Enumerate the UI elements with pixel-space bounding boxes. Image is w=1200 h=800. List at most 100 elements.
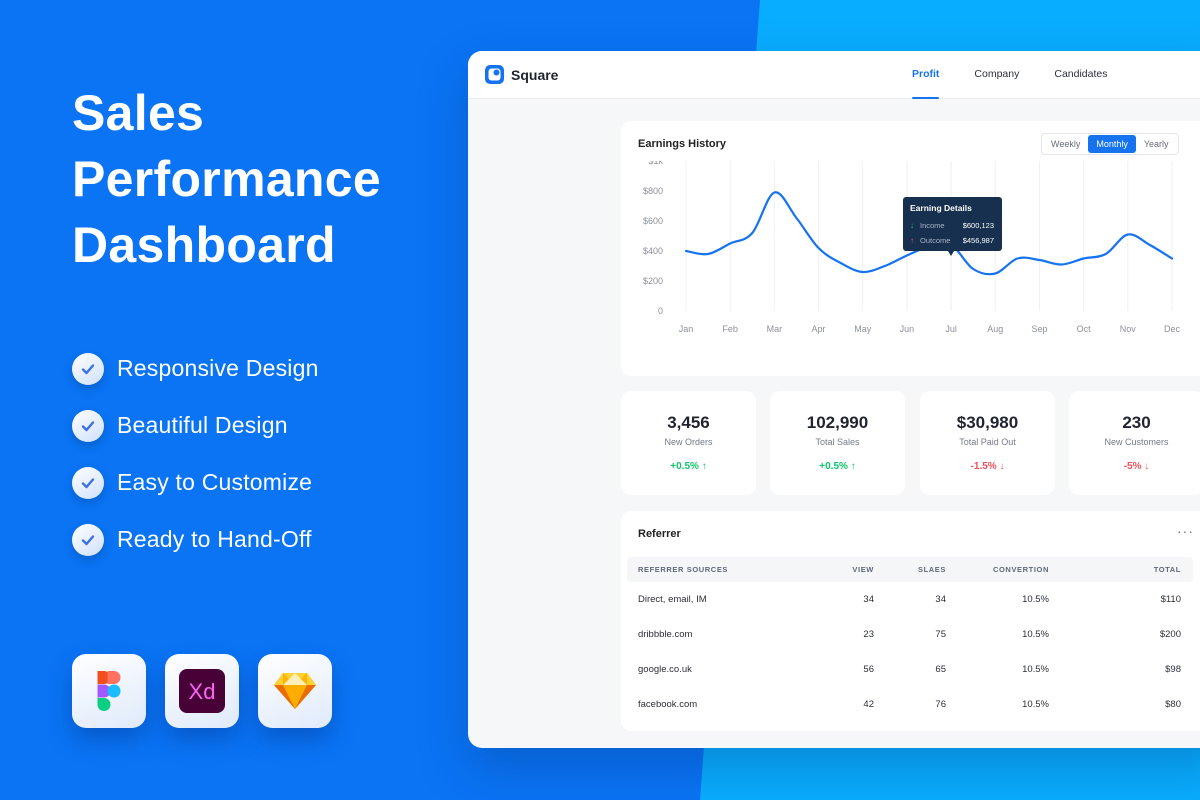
dashboard-window: Square Profit Company Candidates Earning… [468,51,1200,748]
stat-change-up: +0.5% ↑ [621,461,756,472]
table-row[interactable]: Direct, email, IM 34 34 10.5% $110 [627,582,1193,617]
brand-name: Square [511,66,559,83]
tooltip-title: Earning Details [910,203,972,213]
cell-sales: 76 [935,699,946,710]
stat-label: New Orders [664,437,713,447]
check-icon [72,409,104,442]
stat-label: Total Sales [815,437,860,447]
top-bar: Square Profit Company Candidates [468,51,1200,99]
stat-value: 230 [1122,413,1151,432]
stat-value: 3,456 [667,413,710,432]
promo-title-line: Performance [72,151,381,207]
column-header-sales[interactable]: SLAES [917,565,946,574]
x-tick-label: Oct [1077,324,1092,334]
feature-label: Responsive Design [117,355,319,381]
check-icon [72,523,104,556]
cell-sales: 75 [935,629,946,640]
stat-label: New Customers [1104,437,1169,447]
promo-title: Sales Performance Dashboard [72,80,452,278]
adobe-xd-icon: Xd [165,654,239,728]
cell-sales: 34 [935,594,946,605]
period-selector: Weekly Monthly Yearly [1041,133,1179,155]
y-tick-label: $800 [643,186,663,196]
arrow-down-icon: ↓ [910,221,914,230]
column-header-view[interactable]: VIEW [852,565,874,574]
cell-view: 34 [863,594,874,605]
period-weekly-button[interactable]: Weekly [1051,139,1081,149]
column-header-total[interactable]: TOTAL [1153,565,1181,574]
cell-conversion: 10.5% [1022,594,1049,605]
earnings-line-chart: $1k $800 $600 $400 $200 0 Jan Feb Mar Apr May Jun Ju… [643,161,1181,334]
x-tick-label: Jan [679,324,694,334]
app-icons: Xd [72,654,332,728]
table-row[interactable]: dribbble.com 23 75 10.5% $200 [627,617,1193,652]
cell-sales: 65 [935,664,946,675]
promo-title-line: Sales [72,85,205,141]
cell-view: 23 [863,629,874,640]
arrow-up-icon: ↑ [910,236,914,245]
brand-logo-icon [485,65,504,84]
table-row[interactable]: google.co.uk 56 65 10.5% $98 [627,652,1193,687]
x-tick-label: Jul [945,324,957,334]
y-tick-label: $400 [643,246,663,256]
tooltip-pointer [948,251,954,256]
referrer-title: Referrer [638,528,681,540]
earnings-title: Earnings History [638,138,727,150]
cell-conversion: 10.5% [1022,664,1049,675]
column-header-conversion[interactable]: CONVERTION [992,565,1049,574]
feature-list: Responsive Design Beautiful Design Easy … [72,340,319,568]
more-options-icon[interactable]: ··· [1177,523,1194,539]
stat-card-total-paid-out: $30,980 Total Paid Out -1.5% ↓ [920,391,1055,495]
period-yearly-button[interactable]: Yearly [1143,139,1169,149]
stat-change-value: +0.5% [819,461,848,472]
cell-conversion: 10.5% [1022,629,1049,640]
tab-candidates[interactable]: Candidates [1054,68,1108,80]
tooltip-income-label: Income [920,221,945,230]
sketch-icon [258,654,332,728]
y-tick-label: $600 [643,216,663,226]
feature-label: Easy to Customize [117,469,313,495]
stat-value: $30,980 [956,413,1019,432]
cell-total: $98 [1165,664,1181,675]
arrow-down-icon: ↓ [996,461,1005,472]
period-monthly-button[interactable]: Monthly [1088,135,1136,153]
main-nav: Profit Company Candidates [912,51,1143,99]
x-tick-label: Dec [1164,324,1181,334]
tab-profit[interactable]: Profit [912,51,940,99]
stat-change-down: -1.5% ↓ [920,461,1055,472]
arrow-down-icon: ↓ [1141,461,1150,472]
stat-value: 102,990 [806,413,869,432]
x-tick-label: Feb [722,324,738,334]
y-tick-label: $200 [643,276,663,286]
x-tick-label: Apr [812,324,826,334]
cell-view: 56 [863,664,874,675]
cell-conversion: 10.5% [1022,699,1049,710]
cell-total: $80 [1165,699,1181,710]
stat-change-up: +0.5% ↑ [770,461,905,472]
stat-change-value: +0.5% [670,461,699,472]
feature-item: Ready to Hand-Off [72,511,319,568]
stat-change-value: -1.5% [970,461,997,472]
arrow-up-icon: ↑ [698,461,707,472]
referrer-card: Referrer ··· REFERRER SOURCES VIEW SLAES… [621,511,1200,731]
y-tick-label: 0 [658,306,663,316]
x-tick-label: Nov [1120,324,1137,334]
tab-company[interactable]: Company [974,68,1020,80]
cell-source: Direct, email, IM [638,594,707,605]
stat-change-value: -5% [1123,461,1142,472]
cell-total: $110 [1160,594,1181,605]
stat-card-new-customers: 230 New Customers -5% ↓ [1069,391,1200,495]
table-row[interactable]: facebook.com 42 76 10.5% $80 [627,687,1193,722]
column-header-source[interactable]: REFERRER SOURCES [638,565,729,574]
cell-source: facebook.com [638,699,698,710]
xd-text: Xd [189,679,216,704]
earnings-history-card: Earnings History Weekly Monthly Yearly $… [621,121,1200,376]
feature-label: Ready to Hand-Off [117,526,312,552]
feature-label: Beautiful Design [117,412,288,438]
y-tick-label: $1k [648,161,663,166]
arrow-up-icon: ↑ [847,461,856,472]
check-icon [72,352,104,385]
stat-card-total-sales: 102,990 Total Sales +0.5% ↑ [770,391,905,495]
brand[interactable]: Square [485,65,558,84]
figma-icon [72,654,146,728]
